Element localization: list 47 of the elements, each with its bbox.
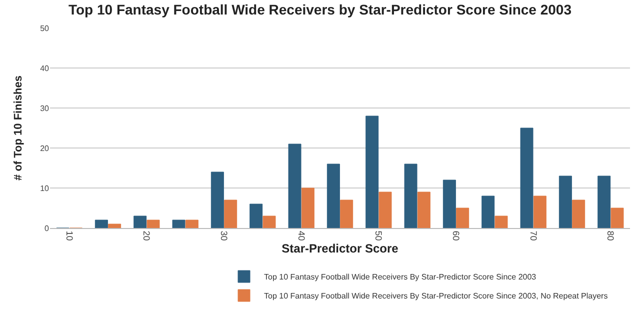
bar [224,200,238,228]
x-tick-label: 20 [142,230,152,241]
y-tick-label: 40 [40,64,50,73]
legend-label: Top 10 Fantasy Football Wide Receivers By Star-Predictor Score Since 2003 [264,272,537,282]
y-tick-label: 10 [40,184,50,193]
legend-label: Top 10 Fantasy Football Wide Receivers By Star-Predictor Score Since 2003, No Repeat Players [264,292,608,301]
x-tick-label: 80 [606,230,616,241]
bar [520,128,534,228]
bar [572,200,586,228]
bar [288,144,302,228]
y-axis-title: # of Top 10 Finishes [12,76,25,180]
bar [442,180,456,228]
bar [301,188,314,228]
bar [250,204,263,228]
bar [456,208,470,228]
bar [262,216,276,228]
x-tick-label: 30 [219,230,230,241]
x-tick-label: 40 [296,230,306,241]
bar [482,196,495,228]
bar [340,200,354,228]
bar [598,176,611,228]
bar [404,164,418,228]
bar [210,172,224,228]
bar [378,192,392,228]
bar [610,208,624,228]
bar [326,164,340,228]
bar [134,216,147,228]
bar [417,192,430,228]
y-tick-label: 30 [40,104,50,113]
bar [366,116,379,228]
chart-title: Top 10 Fantasy Football Wide Receivers by Star-Predictor Score Since 2003 [68,2,572,18]
x-axis-title: Star-Predictor Score [282,242,399,256]
x-tick-label: 70 [528,230,538,241]
bar [494,216,508,228]
bar [108,224,122,228]
x-tick-label: 10 [64,230,74,241]
y-tick-label: 0 [44,224,50,233]
bar [172,220,186,228]
bar [185,220,198,228]
x-tick-label: 50 [374,230,384,241]
bar [146,220,160,228]
bar [533,196,546,228]
bar [558,176,572,228]
x-tick-label: 60 [451,230,462,241]
y-tick-label: 20 [40,144,50,153]
y-tick-label: 50 [40,24,50,33]
bar [94,220,108,228]
